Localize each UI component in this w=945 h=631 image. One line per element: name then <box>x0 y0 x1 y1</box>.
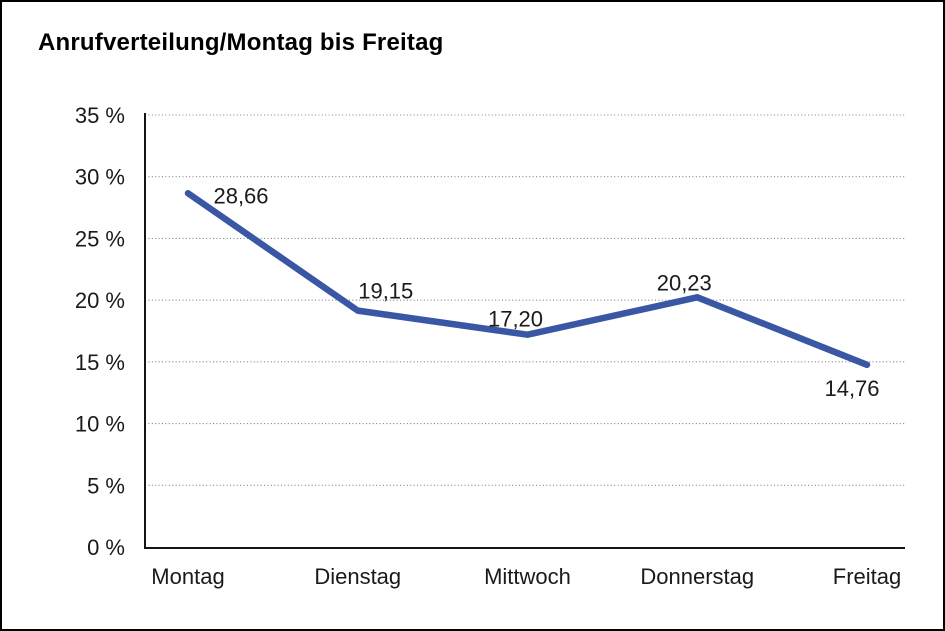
x-tick-label-montag: Montag <box>151 564 224 589</box>
y-tick-label: 30 % <box>75 165 125 190</box>
y-tick-label: 0 % <box>87 535 125 560</box>
x-tick-label-freitag: Freitag <box>833 564 901 589</box>
data-label-freitag: 14,76 <box>824 376 879 401</box>
x-tick-label-mittwoch: Mittwoch <box>484 564 571 589</box>
y-tick-label: 20 % <box>75 288 125 313</box>
y-tick-label: 5 % <box>87 473 125 498</box>
y-tick-label: 35 % <box>75 103 125 128</box>
y-tick-label: 25 % <box>75 226 125 251</box>
data-label-donnerstag: 20,23 <box>657 270 712 295</box>
x-tick-label-dienstag: Dienstag <box>314 564 401 589</box>
y-tick-label: 15 % <box>75 350 125 375</box>
chart-title: Anrufverteilung/Montag bis Freitag <box>38 29 444 56</box>
data-label-montag: 28,66 <box>213 183 268 208</box>
data-label-mittwoch: 17,20 <box>488 307 543 332</box>
y-tick-label: 10 % <box>75 412 125 437</box>
data-label-dienstag: 19,15 <box>358 279 413 304</box>
x-tick-label-donnerstag: Donnerstag <box>640 564 754 589</box>
series-line <box>184 190 871 369</box>
